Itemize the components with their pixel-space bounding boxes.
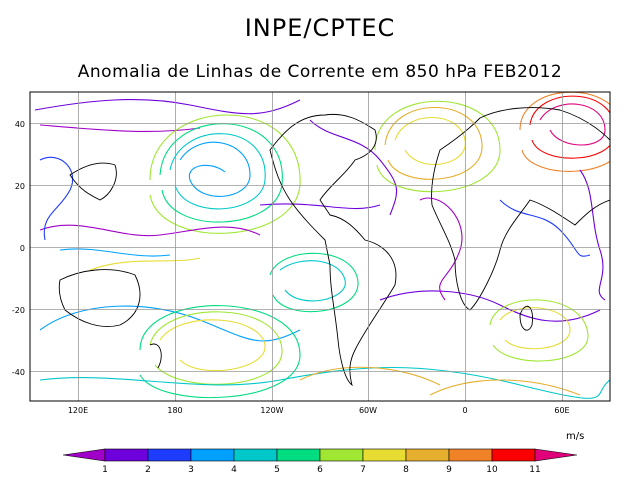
- color-scale-box: [147, 448, 192, 462]
- color-scale-box: [190, 448, 235, 462]
- lon-tick-label: 60E: [554, 406, 569, 415]
- color-scale-value: 5: [274, 465, 280, 475]
- lon-axis: 120E 180 120W 60W 0 60E: [68, 406, 570, 415]
- color-scale-value: 2: [145, 465, 151, 475]
- lat-tick-label: 20: [15, 182, 25, 191]
- color-scale-labels: 1 2 3 4 5 6 7 8 9 10 11: [102, 465, 541, 475]
- color-scale-value: 11: [529, 465, 540, 475]
- color-scale-value: 1: [102, 465, 108, 475]
- color-scale-value: 7: [360, 465, 366, 475]
- units-label: m/s: [566, 431, 585, 442]
- color-scale-bar: [62, 448, 578, 462]
- color-scale-value: 4: [231, 465, 237, 475]
- coastlines: [58, 107, 610, 387]
- color-scale-box: [319, 448, 364, 462]
- lon-tick-label: 0: [462, 406, 467, 415]
- color-scale-high-arrow: [534, 448, 578, 462]
- color-scale-value: 8: [403, 465, 409, 475]
- lat-tick-label: -40: [12, 368, 25, 377]
- lon-tick-label: 120E: [68, 406, 88, 415]
- map-frame: [29, 91, 611, 402]
- color-scale-box: [362, 448, 407, 462]
- page-title: INPE/CPTEC: [244, 14, 396, 42]
- color-scale-value: 6: [317, 465, 323, 475]
- graticule: [30, 92, 610, 401]
- lon-tick-label: 120W: [260, 406, 283, 415]
- color-scale-box: [104, 448, 149, 462]
- color-scale-box: [233, 448, 278, 462]
- lat-tick-label: -20: [12, 306, 25, 315]
- color-scale-low-arrow: [62, 448, 106, 462]
- color-scale-box: [448, 448, 493, 462]
- lon-tick-label: 60W: [359, 406, 377, 415]
- streamlines: [34, 92, 610, 399]
- color-scale-value: 3: [188, 465, 194, 475]
- map-subtitle: Anomalia de Linhas de Corrente em 850 hP…: [77, 62, 563, 82]
- color-scale-box: [491, 448, 536, 462]
- lon-tick-label: 180: [167, 406, 182, 415]
- color-scale-value: 9: [446, 465, 452, 475]
- lat-axis: 40 20 0 -20 -40: [12, 120, 25, 377]
- lat-tick-label: 0: [20, 244, 25, 253]
- color-scale-box: [405, 448, 450, 462]
- lat-tick-label: 40: [15, 120, 25, 129]
- color-scale-value: 10: [486, 465, 498, 475]
- color-scale-box: [276, 448, 321, 462]
